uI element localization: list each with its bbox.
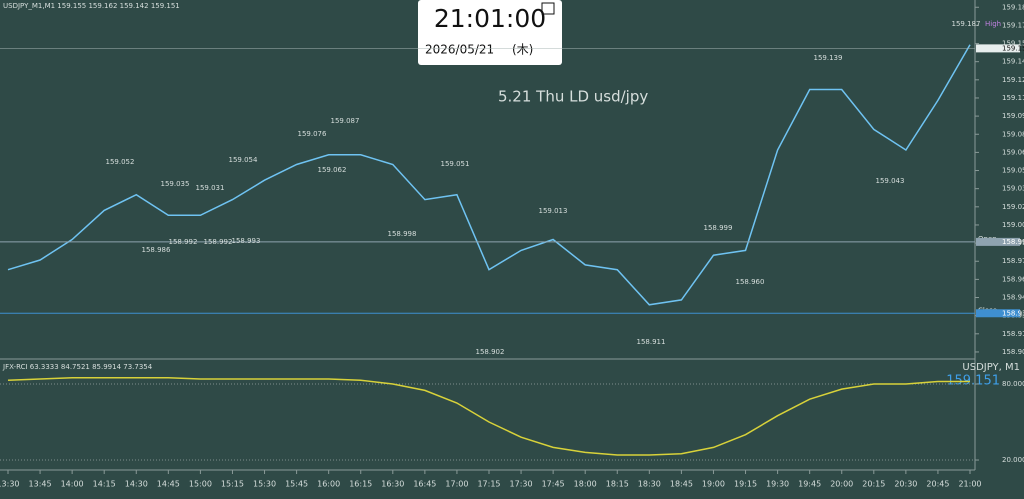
price-annotation: 158.999 bbox=[704, 224, 733, 232]
x-tick-label: 14:30 bbox=[125, 480, 148, 489]
reference-value: 158.991 bbox=[1002, 238, 1024, 246]
price-annotation: 158.960 bbox=[736, 278, 765, 286]
data-line bbox=[7, 44, 971, 306]
price-annotation: 158.902 bbox=[476, 348, 505, 356]
clock-date: 2026/05/21 bbox=[425, 43, 494, 57]
x-tick-label: 16:30 bbox=[381, 480, 404, 489]
indicator-title: JFX-RCI 63.3333 84.7521 85.9914 73.7354 bbox=[2, 363, 153, 371]
y-tick-label: 158.915 bbox=[1002, 330, 1024, 338]
data-line bbox=[7, 376, 970, 456]
y-tick-label: 159.050 bbox=[1002, 167, 1024, 175]
price-annotation: 158.992 bbox=[204, 238, 233, 246]
x-tick-label: 16:45 bbox=[413, 480, 436, 489]
y-tick-label: 159.125 bbox=[1002, 76, 1024, 84]
price-annotation: 159.052 bbox=[106, 158, 135, 166]
clock-weekday: (木) bbox=[512, 43, 533, 57]
y-tick-label: 158.900 bbox=[1002, 348, 1024, 356]
clock-time: 21:01:00 bbox=[434, 4, 546, 33]
x-tick-label: 15:00 bbox=[189, 480, 212, 489]
x-tick-label: 18:30 bbox=[638, 480, 661, 489]
price-annotation: 158.911 bbox=[637, 338, 666, 346]
price-annotation: 159.035 bbox=[161, 180, 190, 188]
y-tick-label: 159.080 bbox=[1002, 130, 1024, 138]
x-tick-label: 17:45 bbox=[542, 480, 565, 489]
x-tick-label: 15:30 bbox=[253, 480, 276, 489]
reference-value: 158.932 bbox=[1002, 309, 1024, 317]
y-tick-label: 159.095 bbox=[1002, 112, 1024, 120]
x-tick-label: 13:45 bbox=[29, 480, 52, 489]
x-tick-label: 20:00 bbox=[830, 480, 853, 489]
x-tick-label: 15:45 bbox=[285, 480, 308, 489]
x-tick-label: 14:15 bbox=[93, 480, 116, 489]
x-tick-label: 18:15 bbox=[606, 480, 629, 489]
x-tick-label: 19:45 bbox=[798, 480, 821, 489]
x-tick-label: 19:15 bbox=[734, 480, 757, 489]
clock: 21:01:00 2026/05/21 (木) bbox=[418, 0, 562, 65]
x-tick-label: 18:00 bbox=[574, 480, 597, 489]
y-tick-label: 159.185 bbox=[1002, 3, 1024, 11]
x-tick-label: 17:30 bbox=[510, 480, 533, 489]
clock-icon bbox=[541, 2, 555, 15]
x-tick-label: 21:00 bbox=[958, 480, 981, 489]
x-tick-label: 20:45 bbox=[926, 480, 949, 489]
y-tick-label: 159.110 bbox=[1002, 94, 1024, 102]
price-annotation: 159.031 bbox=[196, 184, 225, 192]
price-annotation: 158.998 bbox=[388, 230, 417, 238]
last-price-label: 159.151 bbox=[1002, 44, 1024, 52]
x-tick-label: 17:15 bbox=[477, 480, 500, 489]
x-tick-label: 19:30 bbox=[766, 480, 789, 489]
y-tick-label: 159.14 bbox=[1002, 58, 1024, 66]
x-tick-label: 17:00 bbox=[445, 480, 468, 489]
price-annotation: 159.062 bbox=[318, 166, 347, 174]
y-tick-label: 20.0000 bbox=[1002, 456, 1024, 464]
x-tick-label: 15:15 bbox=[221, 480, 244, 489]
x-tick-label: 14:00 bbox=[61, 480, 84, 489]
price-annotation: 159.087 bbox=[331, 117, 360, 125]
chart-subtitle: USDJPY_M1,M1 159.155 159.162 159.142 159… bbox=[3, 2, 180, 10]
x-tick-label: 20:15 bbox=[862, 480, 885, 489]
price-box bbox=[976, 237, 1020, 246]
y-tick-label: 159.155 bbox=[1002, 40, 1024, 48]
price-annotation: 159.139 bbox=[814, 54, 843, 62]
price-annotation: 159.051 bbox=[441, 160, 470, 168]
y-tick-label: 159.170 bbox=[1002, 21, 1024, 29]
y-tick-label: 159.005 bbox=[1002, 221, 1024, 229]
legend-entry: USDJPY, M1 bbox=[962, 362, 1020, 373]
y-tick-label: 80.0000 bbox=[1002, 380, 1024, 388]
high-label: High bbox=[985, 20, 1001, 28]
price-annotation: 158.986 bbox=[142, 246, 171, 254]
x-tick-label: 13:30 bbox=[0, 480, 20, 489]
last-price-big: 159.151 bbox=[946, 374, 1000, 389]
y-tick-label: 158.975 bbox=[1002, 257, 1024, 265]
x-tick-label: 20:30 bbox=[894, 480, 917, 489]
price-annotation: 159.043 bbox=[876, 177, 905, 185]
price-annotation: 159.076 bbox=[298, 130, 327, 138]
price-annotation: 158.993 bbox=[232, 237, 261, 245]
x-tick-label: 14:45 bbox=[157, 480, 180, 489]
x-tick-label: 19:00 bbox=[702, 480, 725, 489]
y-tick-label: 158.960 bbox=[1002, 275, 1024, 283]
clock-box bbox=[418, 0, 562, 65]
chart-title: 5.21 Thu LD usd/jpy bbox=[498, 88, 648, 106]
price-annotation: 158.992 bbox=[169, 238, 198, 246]
y-tick-label: 159.035 bbox=[1002, 185, 1024, 193]
y-tick-label: 158.945 bbox=[1002, 294, 1024, 302]
price-box bbox=[976, 309, 1020, 318]
price-annotation: 159.054 bbox=[229, 156, 258, 164]
y-tick-label: 159.020 bbox=[1002, 203, 1024, 211]
price-annotation: 159.013 bbox=[539, 207, 568, 215]
price-annotation: 159.187 bbox=[952, 20, 981, 28]
x-tick-label: 16:00 bbox=[317, 480, 340, 489]
x-tick-label: 16:15 bbox=[349, 480, 372, 489]
x-tick-label: 18:45 bbox=[670, 480, 693, 489]
price-box bbox=[976, 44, 1020, 53]
y-tick-label: 159.065 bbox=[1002, 148, 1024, 156]
